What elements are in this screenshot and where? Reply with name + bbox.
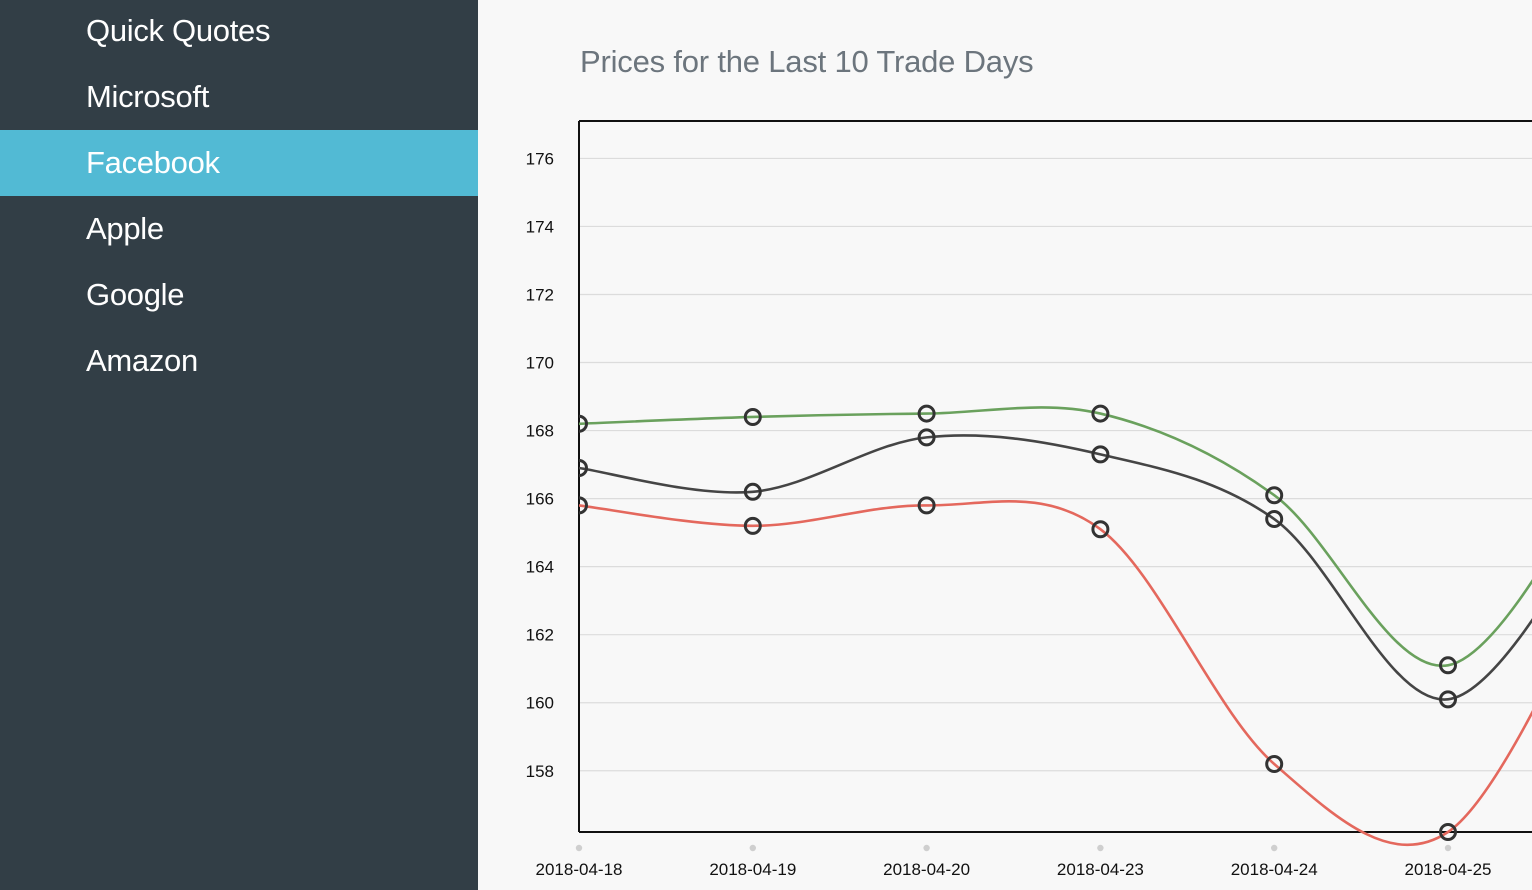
data-point (917, 496, 936, 515)
y-tick-label: 160 (526, 694, 554, 713)
x-tick-dot (1444, 844, 1452, 852)
data-point (917, 428, 936, 447)
data-point (579, 414, 588, 433)
series-line-2 (579, 500, 1532, 847)
y-tick-label: 158 (526, 762, 554, 781)
series-line-1 (579, 434, 1532, 701)
nav-item-facebook[interactable]: Facebook (0, 130, 478, 196)
main-content: 158 160 162 164 166 168 170 172 174 176 2018-04-18… (478, 0, 1532, 890)
series-group (579, 404, 1532, 847)
x-tick-label: 2018-04-18 (536, 860, 623, 879)
y-tick-label: 162 (526, 626, 554, 645)
x-tick-label: 2018-04-25 (1405, 860, 1492, 879)
y-tick-label: 174 (526, 217, 554, 236)
chart-title: Prices for the Last 10 Trade Days (580, 44, 1034, 79)
x-tick-label: 2018-04-23 (1057, 860, 1144, 879)
y-tick-label: 176 (526, 149, 554, 168)
y-tick-label: 170 (526, 354, 554, 373)
data-point (1091, 404, 1110, 423)
data-point (1265, 510, 1284, 529)
line-chart: 158 160 162 164 166 168 170 172 174 176 2018-04-18… (526, 120, 1532, 879)
y-tick-label: 168 (526, 422, 554, 441)
x-tick-dot (575, 844, 583, 852)
data-point (1439, 690, 1457, 709)
y-tick-label: 172 (526, 285, 554, 304)
data-point (1265, 486, 1284, 505)
data-point (743, 407, 762, 426)
x-tick-label: 2018-04-20 (883, 860, 970, 879)
x-tick-label: 2018-04-19 (709, 860, 796, 879)
data-point (579, 496, 588, 515)
data-point (1439, 656, 1457, 675)
data-point (1091, 520, 1110, 539)
data-point (1265, 754, 1284, 773)
data-point (917, 404, 936, 423)
data-point (1439, 823, 1457, 841)
nav-item-apple[interactable]: Apple (86, 211, 164, 246)
nav-item-quick-quotes[interactable]: Quick Quotes (86, 13, 271, 48)
x-tick-dot (923, 844, 930, 852)
x-tick-dot (749, 844, 756, 852)
data-point (579, 458, 588, 477)
x-tick-dot (1271, 844, 1278, 852)
series-line-0 (579, 406, 1532, 667)
sidebar: Quick Quotes Microsoft Facebook Apple Go… (0, 0, 478, 890)
data-point (1091, 445, 1110, 464)
x-tick-dot (1097, 844, 1104, 852)
y-tick-label: 166 (526, 490, 554, 509)
x-tick-label: 2018-04-24 (1231, 860, 1318, 879)
nav-item-microsoft[interactable]: Microsoft (86, 79, 210, 114)
nav-item-amazon[interactable]: Amazon (86, 343, 198, 378)
nav-item-google[interactable]: Google (86, 277, 185, 312)
data-point (743, 482, 762, 501)
y-tick-label: 164 (526, 558, 554, 577)
data-point (743, 516, 762, 535)
